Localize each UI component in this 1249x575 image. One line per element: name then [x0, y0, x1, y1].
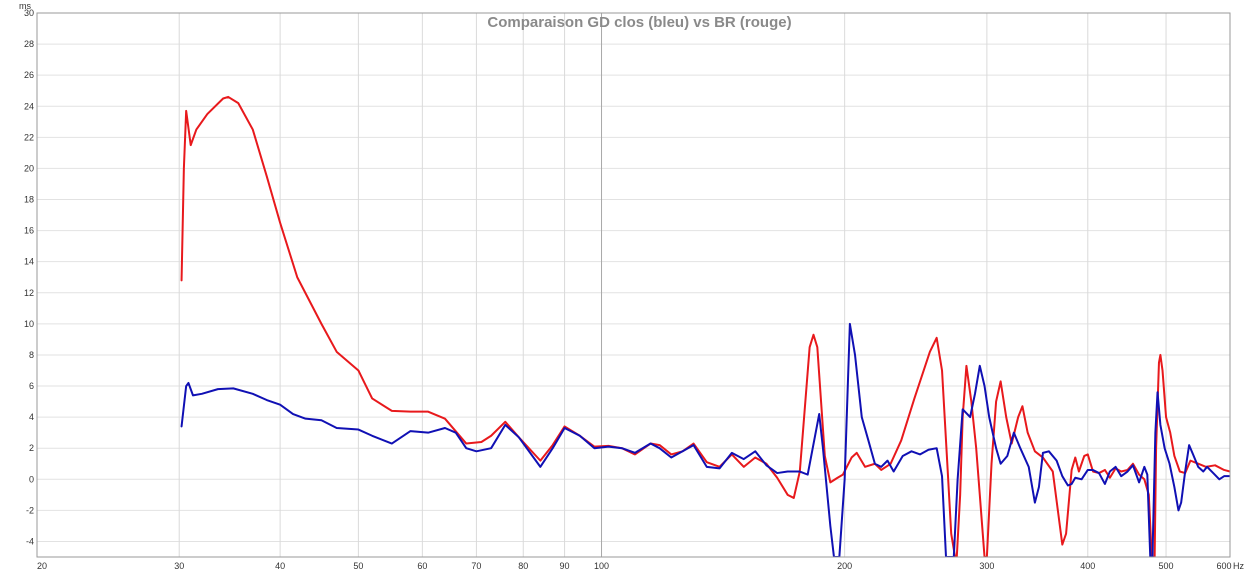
y-tick-label: 20 [24, 163, 34, 173]
y-tick-label: 16 [24, 226, 34, 236]
x-tick-labels: 20 30 40 50 60 70 80 90 100 200 300 400 500 600 [37, 561, 1232, 571]
x-tick-label: 20 [37, 561, 47, 571]
x-tick-label: 600 [1216, 561, 1231, 571]
y-tick-label: -2 [26, 505, 34, 515]
y-tick-label: 22 [24, 132, 34, 142]
y-tick-label: 12 [24, 288, 34, 298]
series-line-red [180, 95, 1230, 557]
y-tick-label: 6 [29, 381, 34, 391]
x-tick-label: 500 [1159, 561, 1174, 571]
x-tick-label: 40 [275, 561, 285, 571]
y-unit-label: ms [19, 1, 31, 11]
x-tick-label: 400 [1080, 561, 1095, 571]
y-tick-label: 30 [24, 8, 34, 18]
y-tick-label: 2 [29, 443, 34, 453]
y-tick-label: 18 [24, 195, 34, 205]
x-tick-label: 70 [471, 561, 481, 571]
x-tick-label: 30 [174, 561, 184, 571]
y-tick-label: 28 [24, 39, 34, 49]
x-tick-label: 50 [353, 561, 363, 571]
series-line-blue [180, 322, 1230, 557]
x-tick-label: 90 [560, 561, 570, 571]
y-tick-label: 24 [24, 101, 34, 111]
y-tick-label: 14 [24, 257, 34, 267]
plot-frame [36, 12, 1231, 558]
chart-title: Comparaison GD clos (bleu) vs BR (rouge) [487, 14, 791, 31]
x-tick-label: 200 [837, 561, 852, 571]
x-unit-label: Hz [1233, 561, 1244, 571]
x-tick-label: 80 [518, 561, 528, 571]
x-tick-label: 300 [979, 561, 994, 571]
y-tick-label: 0 [29, 474, 34, 484]
y-tick-label: 26 [24, 70, 34, 80]
x-tick-label: 100 [594, 561, 609, 571]
y-tick-label: 10 [24, 319, 34, 329]
y-tick-label: 8 [29, 350, 34, 360]
y-tick-label: 4 [29, 412, 34, 422]
x-tick-label: 60 [417, 561, 427, 571]
series-group [180, 95, 1230, 557]
y-tick-label: -4 [26, 536, 34, 546]
